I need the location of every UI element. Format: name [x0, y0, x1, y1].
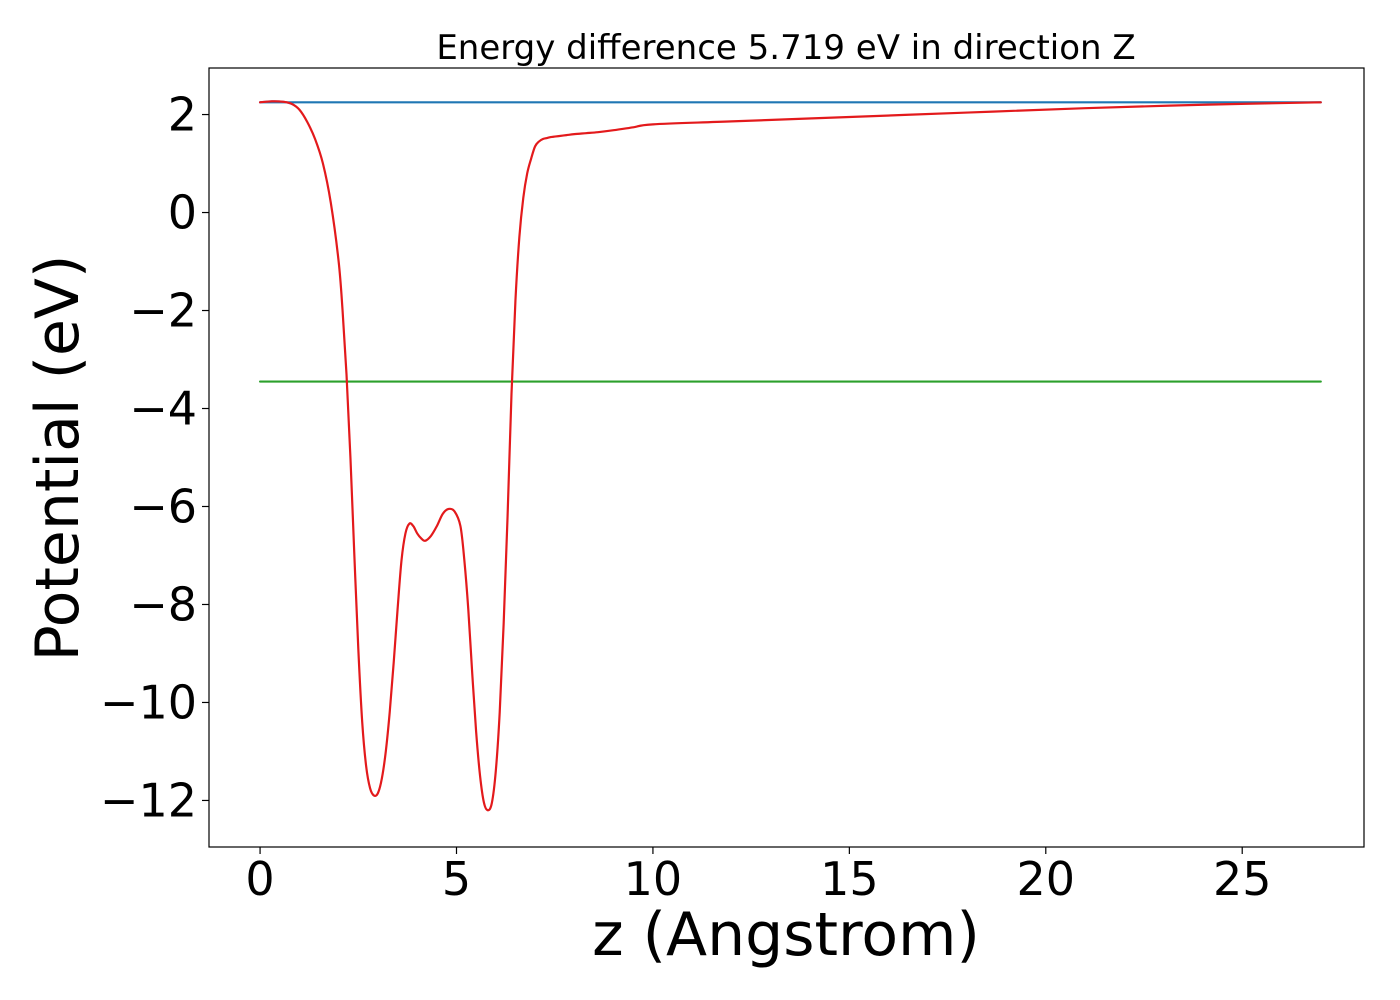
y-tick-label: −10 [100, 675, 197, 729]
y-axis-ticks: 2 0 −2 −4 −6 −8 −10 −12 [100, 88, 209, 827]
x-tick-label: 25 [1213, 852, 1272, 906]
y-tick-label: −6 [129, 479, 197, 533]
plot-frame [208, 67, 1365, 848]
chart-title: Energy difference 5.719 eV in direction … [436, 28, 1135, 68]
x-tick-label: 10 [624, 852, 683, 906]
x-tick-label: 15 [820, 852, 879, 906]
x-axis-ticks: 0 5 10 15 20 25 [245, 847, 1271, 906]
x-axis-label: z (Angstrom) [592, 900, 980, 970]
y-tick-label: 2 [168, 88, 197, 142]
x-tick-label: 5 [442, 852, 471, 906]
series-line-4 [258, 100, 1322, 812]
y-tick-label: 0 [168, 186, 197, 240]
y-tick-label: −4 [129, 382, 197, 436]
y-tick-label: −2 [129, 284, 197, 338]
y-axis-label: Potential (eV) [23, 255, 93, 662]
y-tick-label: −8 [129, 577, 197, 631]
x-tick-label: 20 [1017, 852, 1076, 906]
plot-lines [258, 100, 1322, 812]
y-tick-label: −12 [100, 773, 197, 827]
x-tick-label: 0 [245, 852, 274, 906]
